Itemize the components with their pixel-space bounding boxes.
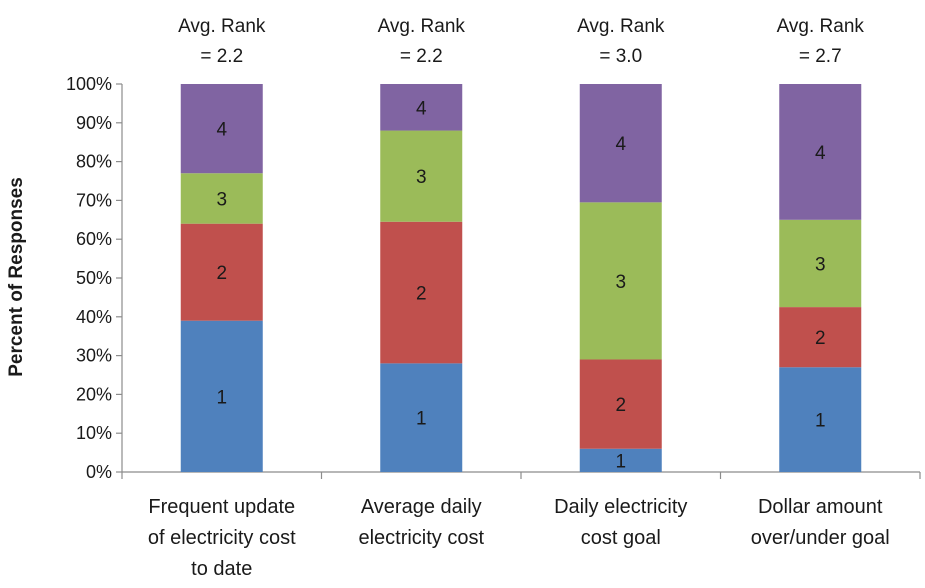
y-tick-label: 80% (76, 152, 112, 172)
y-tick-label: 40% (76, 307, 112, 327)
category-label: Average daily (361, 496, 482, 518)
avg-rank-annotation: Avg. Rank (178, 16, 266, 37)
bar-segment-rank-2 (779, 307, 862, 368)
bar-segment-rank-4 (380, 84, 463, 131)
segment-label: 4 (815, 143, 826, 164)
segment-label: 2 (216, 263, 227, 284)
segment-label: 1 (815, 411, 826, 432)
bar-segment-rank-2 (579, 359, 662, 449)
y-tick-label: 20% (76, 384, 112, 404)
segment-label: 3 (815, 254, 826, 275)
segment-label: 1 (216, 387, 227, 408)
avg-rank-annotation: = 2.2 (400, 46, 443, 67)
segment-label: 1 (416, 409, 427, 430)
segment-label: 4 (216, 120, 227, 141)
bar-segment-rank-3 (779, 219, 862, 308)
bar-segment-rank-3 (380, 130, 463, 222)
bar-segment-rank-3 (180, 173, 263, 224)
y-tick-label: 60% (76, 229, 112, 249)
avg-rank-annotation: = 2.7 (799, 46, 842, 67)
segment-label: 3 (416, 167, 427, 188)
segment-label: 4 (615, 134, 626, 155)
y-tick-label: 0% (86, 462, 112, 482)
bar-segment-rank-1 (579, 448, 662, 472)
category-label: electricity cost (358, 527, 484, 549)
segment-label: 2 (416, 284, 427, 305)
segment-label: 1 (615, 451, 626, 472)
avg-rank-annotation: Avg. Rank (777, 16, 865, 37)
category-label: cost goal (581, 527, 661, 549)
y-tick-label: 70% (76, 190, 112, 210)
bar-segment-rank-2 (380, 221, 463, 364)
y-tick-label: 100% (66, 74, 112, 94)
segment-label: 3 (615, 272, 626, 293)
avg-rank-annotation: = 2.2 (200, 46, 243, 67)
avg-rank-annotation: = 3.0 (599, 46, 642, 67)
category-label: Frequent update (148, 496, 295, 518)
bar-segment-rank-4 (579, 84, 662, 203)
y-tick-label: 10% (76, 423, 112, 443)
segment-label: 2 (815, 328, 826, 349)
segment-label: 3 (216, 189, 227, 210)
bar-segment-rank-1 (380, 363, 463, 472)
bar-segment-rank-1 (779, 367, 862, 472)
y-tick-label: 30% (76, 346, 112, 366)
segment-label: 2 (615, 395, 626, 416)
bar-segment-rank-4 (180, 84, 263, 174)
bar-segment-rank-1 (180, 320, 263, 472)
segment-label: 4 (416, 98, 427, 119)
y-tick-label: 90% (76, 113, 112, 133)
category-label: over/under goal (751, 527, 890, 549)
y-tick-label: 50% (76, 268, 112, 288)
bar-segment-rank-2 (180, 223, 263, 321)
category-label: of electricity cost (148, 527, 296, 549)
bar-segment-rank-3 (579, 202, 662, 360)
bar-segment-rank-4 (779, 84, 862, 220)
category-label: to date (191, 558, 252, 580)
category-label: Dollar amount (758, 496, 883, 518)
category-label: Daily electricity (554, 496, 687, 518)
y-axis-title: Percent of Responses (6, 177, 27, 377)
avg-rank-annotation: Avg. Rank (577, 16, 665, 37)
avg-rank-annotation: Avg. Rank (378, 16, 466, 37)
